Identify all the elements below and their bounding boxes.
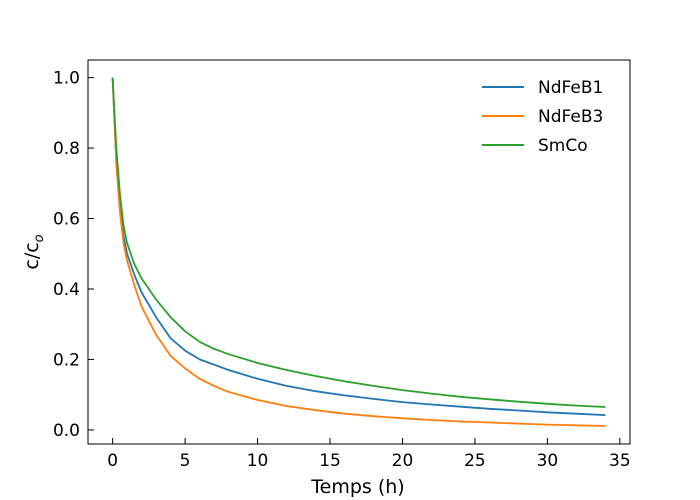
y-tick-label: 0.6	[53, 210, 80, 230]
y-axis-title-main: c/c	[21, 242, 43, 269]
x-tick-label: 30	[537, 451, 559, 471]
x-tick-label: 15	[319, 451, 341, 471]
plot-lines	[111, 77, 606, 427]
x-tick-label: 0	[107, 451, 118, 471]
y-tick-label: 0.2	[53, 350, 80, 370]
legend-label-smco: SmCo	[538, 136, 588, 156]
series-line-smco	[111, 77, 606, 408]
x-axis-title: Temps (h)	[310, 476, 404, 498]
legend-label-ndfeb1: NdFeB1	[538, 78, 603, 98]
x-tick-label: 5	[180, 451, 191, 471]
series-line-ndfeb3	[111, 77, 606, 427]
y-tick-label: 0.0	[53, 421, 80, 441]
y-axis-title: c/co	[21, 234, 47, 269]
y-tick-label: 1.0	[53, 69, 80, 89]
ticks: 0 5 10 15 20 25 30 35 0.0 0.2 0.4 0.6 0.8 1.0	[53, 69, 631, 471]
legend-label-ndfeb3: NdFeB3	[538, 107, 603, 127]
x-tick-label: 35	[609, 451, 631, 471]
legend: NdFeB1 NdFeB3 SmCo	[482, 78, 603, 156]
y-tick-label: 0.8	[53, 139, 80, 159]
y-axis-title-sub: o	[32, 234, 47, 242]
series-line-ndfeb1	[111, 77, 606, 416]
plot-frame	[87, 59, 631, 445]
x-tick-label: 25	[464, 451, 486, 471]
x-tick-label: 20	[392, 451, 414, 471]
y-tick-label: 0.4	[53, 280, 80, 300]
x-tick-label: 10	[247, 451, 269, 471]
